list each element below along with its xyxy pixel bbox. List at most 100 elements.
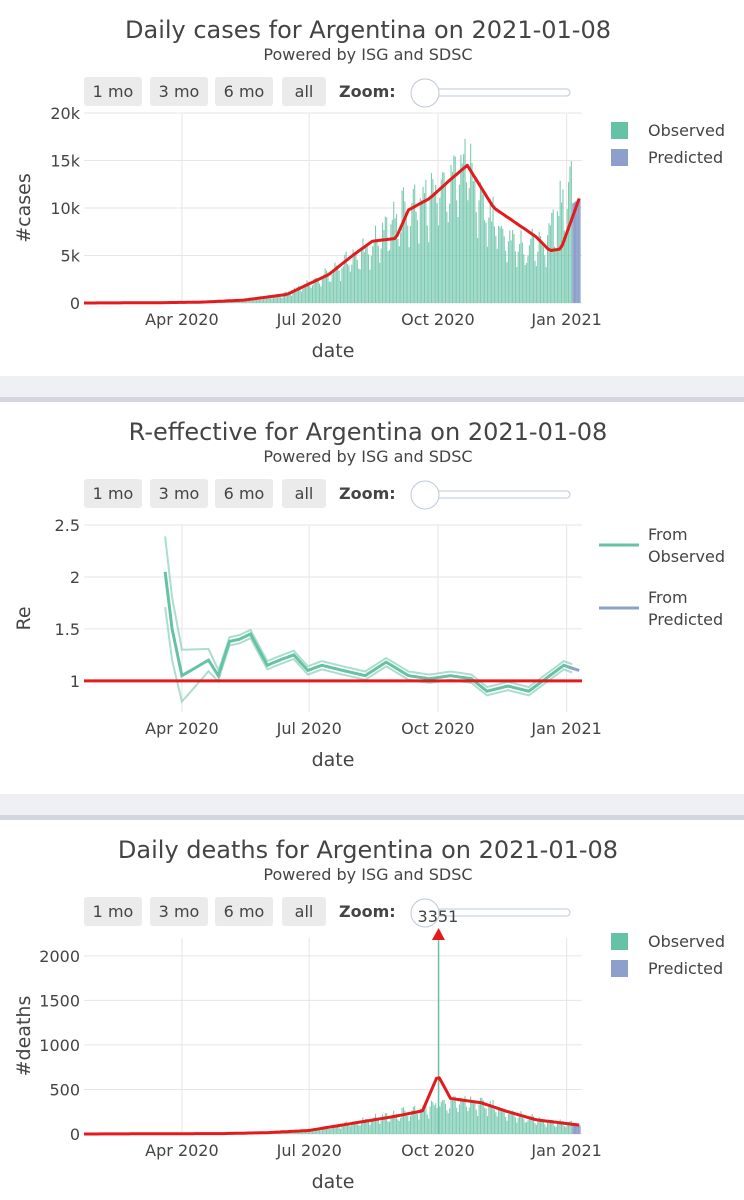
observed-bar	[555, 250, 557, 303]
observed-bar	[319, 283, 321, 303]
observed-bar	[267, 295, 269, 303]
observed-bar	[289, 294, 291, 303]
observed-bar	[485, 1108, 487, 1134]
range-button-all[interactable]: all	[282, 77, 326, 106]
observed-bar	[538, 231, 540, 303]
observed-bar	[492, 1099, 494, 1134]
observed-bar	[520, 1111, 522, 1134]
range-button-label[interactable]: 3 mo	[159, 902, 200, 921]
observed-bar	[507, 1114, 509, 1134]
range-button-3mo[interactable]: 3 mo	[150, 479, 208, 508]
legend-swatch-observed[interactable]	[611, 122, 628, 139]
observed-bar	[367, 1121, 370, 1134]
y-tick-label: 2000	[39, 947, 80, 966]
y-axis-label: #cases	[13, 173, 35, 243]
range-button-1mo[interactable]: 1 mo	[84, 77, 142, 106]
predicted-bars	[572, 1125, 581, 1134]
observed-bar	[372, 1118, 374, 1134]
range-button-label[interactable]: all	[295, 82, 314, 101]
legend-label-observed-line1[interactable]: From	[648, 525, 688, 544]
observed-bar	[565, 1127, 567, 1134]
range-button-bg[interactable]	[84, 479, 142, 508]
observed-bar	[341, 1125, 343, 1134]
range-button-bg[interactable]	[282, 897, 326, 926]
observed-bar	[461, 1100, 463, 1134]
range-button-3mo[interactable]: 3 mo	[150, 897, 208, 926]
range-button-label[interactable]: 6 mo	[224, 484, 265, 503]
observed-bar	[498, 225, 500, 303]
range-button-bg[interactable]	[282, 77, 326, 106]
range-button-label[interactable]: 1 mo	[93, 484, 134, 503]
observed-bar	[326, 1126, 328, 1134]
observed-bar	[527, 1120, 529, 1134]
observed-bar	[402, 187, 405, 303]
range-button-6mo[interactable]: 6 mo	[215, 77, 273, 106]
range-button-1mo[interactable]: 1 mo	[84, 479, 142, 508]
zoom-slider-handle[interactable]	[410, 78, 440, 108]
x-tick-label: Jan 2021	[530, 310, 601, 329]
range-button-label[interactable]: 1 mo	[93, 82, 134, 101]
observed-bar	[512, 1110, 514, 1134]
observed-bar	[428, 1118, 430, 1134]
observed-bar	[356, 1123, 358, 1134]
observed-bar	[291, 1132, 293, 1134]
range-button-bg[interactable]	[215, 897, 273, 926]
range-button-3mo[interactable]: 3 mo	[150, 77, 208, 106]
range-button-all[interactable]: all	[282, 897, 326, 926]
legend-label-predicted[interactable]: Predicted	[648, 959, 723, 978]
range-button-6mo[interactable]: 6 mo	[215, 897, 273, 926]
observed-bar	[519, 1115, 521, 1134]
legend-swatch-predicted[interactable]	[611, 149, 628, 166]
legend-label-predicted[interactable]: Predicted	[648, 148, 723, 167]
observed-bar	[313, 278, 315, 303]
legend-label-predicted-line1[interactable]: From	[648, 588, 688, 607]
observed-bar	[312, 1130, 314, 1134]
range-button-bg[interactable]	[282, 479, 326, 508]
legend-label-observed[interactable]: Observed	[648, 121, 725, 140]
range-button-bg[interactable]	[150, 479, 208, 508]
range-button-bg[interactable]	[150, 897, 208, 926]
range-button-all[interactable]: all	[282, 479, 326, 508]
observed-bar	[439, 1106, 441, 1134]
legend-swatch-observed[interactable]	[611, 933, 628, 950]
observed-bar	[566, 208, 568, 303]
x-axis-label: date	[312, 340, 355, 362]
x-tick-label: Jan 2021	[530, 719, 601, 738]
legend-label-observed-line2[interactable]: Observed	[648, 547, 725, 566]
observed-bar	[365, 1118, 367, 1134]
range-button-bg[interactable]	[84, 897, 142, 926]
zoom-slider-handle[interactable]	[410, 898, 440, 928]
range-button-bg[interactable]	[215, 479, 273, 508]
range-button-bg[interactable]	[84, 77, 142, 106]
range-button-label[interactable]: 3 mo	[159, 82, 200, 101]
range-button-label[interactable]: 6 mo	[224, 902, 265, 921]
zoom-slider-handle[interactable]	[410, 480, 440, 510]
legend-swatch-predicted[interactable]	[611, 960, 628, 977]
observed-bar	[541, 243, 543, 303]
legend-label-predicted-line2[interactable]: Predicted	[648, 610, 723, 629]
observed-bar	[540, 236, 542, 303]
range-button-label[interactable]: 1 mo	[93, 902, 134, 921]
range-button-label[interactable]: 6 mo	[224, 82, 265, 101]
observed-bar	[524, 265, 526, 303]
range-button-bg[interactable]	[150, 77, 208, 106]
zoom-label: Zoom:	[339, 82, 396, 101]
range-button-label[interactable]: all	[295, 484, 314, 503]
observed-bar	[386, 1113, 388, 1134]
observed-bar	[464, 138, 466, 303]
y-tick-label: 500	[49, 1080, 80, 1099]
observed-bar	[355, 1122, 357, 1134]
legend-label-observed[interactable]: Observed	[648, 932, 725, 951]
observed-bar	[320, 286, 322, 303]
observed-bar	[386, 217, 388, 303]
observed-bar	[387, 1121, 389, 1134]
range-button-label[interactable]: 3 mo	[159, 484, 200, 503]
range-button-label[interactable]: all	[295, 902, 314, 921]
range-button-1mo[interactable]: 1 mo	[84, 897, 142, 926]
range-button-bg[interactable]	[215, 77, 273, 106]
cases-chart: Daily cases for Argentina on 2021-01-08P…	[13, 16, 725, 362]
y-tick-label: 10k	[50, 199, 80, 218]
x-tick-label: Jul 2020	[276, 310, 342, 329]
range-button-6mo[interactable]: 6 mo	[215, 479, 273, 508]
observed-bar	[554, 1126, 556, 1134]
